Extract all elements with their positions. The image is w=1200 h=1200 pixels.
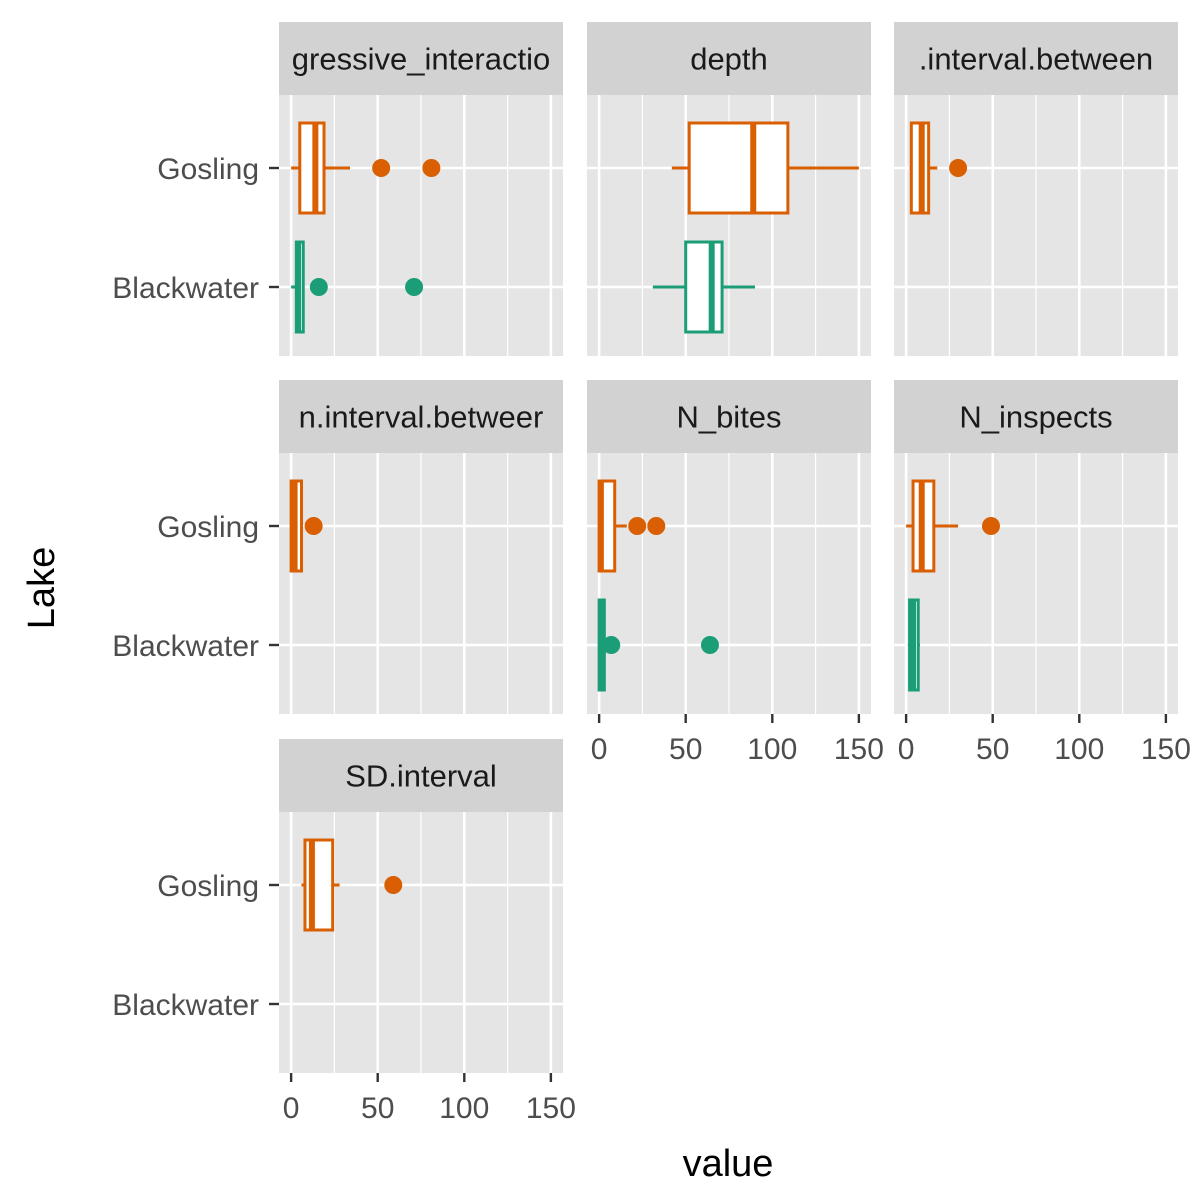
facet-panel: gressive_interactio Gosling Blackwater bbox=[112, 22, 563, 356]
outlier-point bbox=[700, 636, 719, 654]
boxplot-gosling bbox=[909, 121, 968, 215]
boxplot-blackwater bbox=[291, 240, 424, 334]
y-tick-label: Gosling bbox=[157, 511, 259, 544]
facet-panels: gressive_interactio Gosling Blackwater dept… bbox=[112, 22, 1191, 1125]
x-tick-label: 150 bbox=[526, 1092, 576, 1125]
outlier-point bbox=[309, 278, 328, 296]
outlier-point bbox=[422, 159, 441, 177]
facet-panel: depth bbox=[587, 22, 871, 356]
facet-strip bbox=[894, 380, 1178, 453]
outlier-point bbox=[628, 517, 647, 535]
x-tick-label: 100 bbox=[1054, 733, 1104, 766]
boxplot-gosling bbox=[301, 838, 403, 932]
y-tick-label: Gosling bbox=[157, 153, 259, 186]
facet-strip-label: depth bbox=[690, 42, 768, 77]
x-tick-label: 0 bbox=[591, 733, 608, 766]
outlier-point bbox=[949, 159, 968, 177]
y-tick-label: Gosling bbox=[157, 870, 259, 903]
y-axis-title: Lake bbox=[21, 547, 63, 629]
boxplot-gosling bbox=[597, 479, 666, 573]
facet-strip-label: gressive_interactio bbox=[292, 42, 550, 77]
boxplot-gosling bbox=[289, 479, 323, 573]
facet-strip-label: SD.interval bbox=[345, 759, 497, 794]
x-tick-label: 100 bbox=[439, 1092, 489, 1125]
boxplot-blackwater bbox=[907, 598, 920, 692]
x-tick-label: 0 bbox=[898, 733, 915, 766]
facet-panel: .interval.between bbox=[894, 22, 1178, 356]
y-tick-label: Blackwater bbox=[112, 630, 259, 663]
box-iqr bbox=[298, 121, 326, 215]
facet-panel: N_bites 0 50 100 150 bbox=[587, 380, 884, 766]
facet-panel: SD.interval Gosling Blackwater 0 50 100 150 bbox=[112, 739, 576, 1125]
outlier-point bbox=[384, 876, 403, 894]
facet-strip-label: N_inspects bbox=[959, 400, 1112, 435]
boxplot-blackwater bbox=[652, 240, 755, 334]
facet-panel: N_inspects 0 50 100 150 bbox=[894, 380, 1191, 766]
box-iqr bbox=[684, 240, 724, 334]
facet-panel: n.interval.betweer Gosling Blackwater bbox=[112, 380, 563, 714]
facet-strip-label: .interval.between bbox=[919, 42, 1153, 77]
x-tick-label: 100 bbox=[747, 733, 797, 766]
y-tick-label: Blackwater bbox=[112, 989, 259, 1022]
outlier-point bbox=[981, 517, 1000, 535]
x-tick-label: 50 bbox=[669, 733, 702, 766]
boxplot-blackwater bbox=[597, 598, 719, 692]
outlier-point bbox=[647, 517, 666, 535]
facet-strip-label: N_bites bbox=[676, 400, 781, 435]
facet-strip bbox=[279, 380, 563, 453]
facet-strip bbox=[894, 22, 1178, 95]
outlier-point bbox=[304, 517, 323, 535]
facet-strip bbox=[279, 739, 563, 812]
outlier-point bbox=[405, 278, 424, 296]
x-tick-label: 50 bbox=[976, 733, 1009, 766]
boxplot-gosling bbox=[671, 121, 859, 215]
outlier-point bbox=[602, 636, 621, 654]
facet-strip bbox=[279, 22, 563, 95]
outlier-point bbox=[372, 159, 391, 177]
facet-strip bbox=[587, 22, 871, 95]
boxplot-gosling bbox=[906, 479, 1000, 573]
x-tick-label: 50 bbox=[361, 1092, 394, 1125]
boxplot-gosling bbox=[291, 121, 441, 215]
facet-strip bbox=[587, 380, 871, 453]
x-tick-label: 150 bbox=[1141, 733, 1191, 766]
x-tick-label: 0 bbox=[283, 1092, 300, 1125]
box-iqr bbox=[687, 121, 790, 215]
x-tick-label: 150 bbox=[834, 733, 884, 766]
x-axis-title: value bbox=[683, 1143, 774, 1185]
y-tick-label: Blackwater bbox=[112, 272, 259, 305]
facet-strip-label: n.interval.betweer bbox=[299, 400, 544, 435]
